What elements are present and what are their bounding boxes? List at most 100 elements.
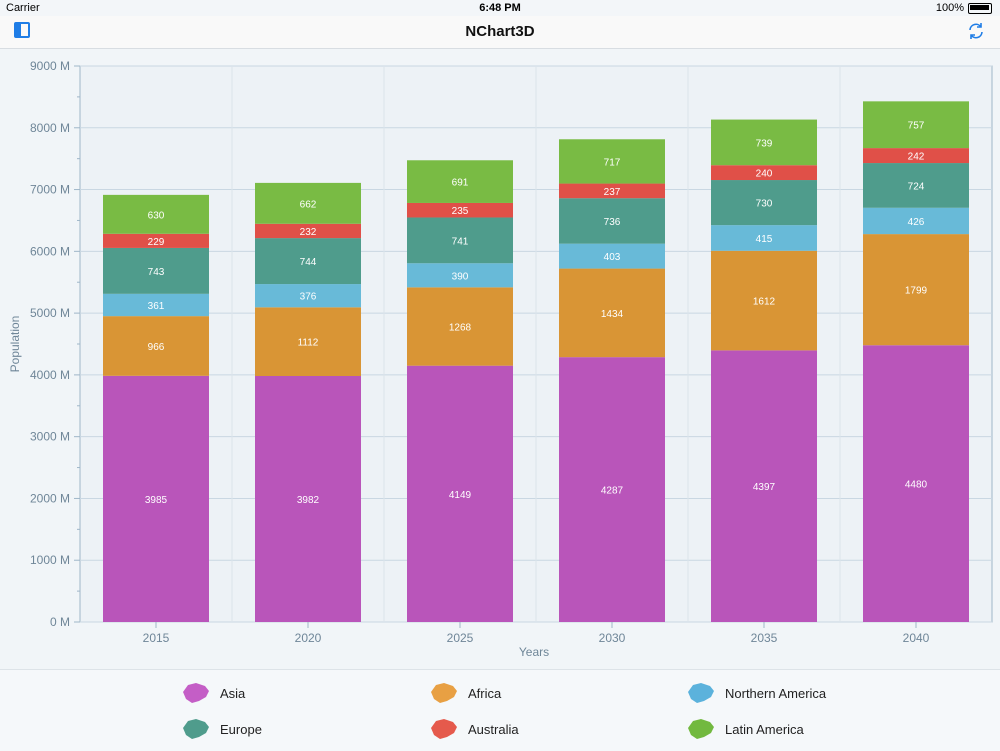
data-label: 229 — [148, 237, 165, 248]
y-axis-title: Population — [8, 316, 22, 373]
bar-segment — [711, 250, 817, 351]
latin-america-map-icon — [688, 719, 714, 739]
data-label: 242 — [908, 152, 925, 163]
data-label: 415 — [756, 234, 773, 245]
y-tick-label: 6000 M — [30, 244, 70, 258]
y-tick-label: 2000 M — [30, 491, 70, 505]
bar-segment — [103, 316, 209, 376]
data-label: 232 — [300, 227, 317, 238]
bar-segment — [711, 180, 817, 226]
clock: 6:48 PM — [479, 2, 521, 14]
bar-segment — [863, 345, 969, 622]
australia-map-icon — [431, 719, 457, 739]
bar-segment — [559, 243, 665, 269]
y-tick-label: 9000 M — [30, 59, 70, 73]
data-label: 4480 — [905, 480, 928, 491]
data-label: 966 — [148, 342, 165, 353]
data-label: 1268 — [449, 323, 472, 334]
bar-segment — [255, 182, 361, 224]
bar-segment — [559, 357, 665, 622]
bar-segment — [103, 247, 209, 294]
europe-map-icon — [183, 719, 209, 739]
y-tick-label: 0 M — [50, 615, 70, 629]
bar-segment — [407, 160, 513, 203]
bar-segment — [103, 375, 209, 622]
bar-segment — [407, 287, 513, 366]
legend-item: Australia — [428, 714, 519, 744]
x-tick-label: 2030 — [599, 631, 626, 645]
bar-segment — [103, 194, 209, 234]
bar-segment — [863, 207, 969, 235]
grid-lines — [79, 65, 993, 623]
data-label: 237 — [604, 187, 621, 198]
legend-item: Asia — [180, 678, 245, 708]
data-label: 717 — [604, 157, 621, 168]
legend-label: Asia — [220, 685, 246, 701]
y-tick-label: 7000 M — [30, 183, 70, 197]
legend-item: Africa — [428, 678, 501, 708]
bar-segment — [255, 238, 361, 285]
bar-segment — [863, 234, 969, 346]
legend-item: Northern America — [685, 678, 826, 708]
legend-label: Australia — [468, 721, 519, 737]
data-label: 1799 — [905, 286, 928, 297]
data-label: 730 — [756, 199, 773, 210]
bar-segment — [407, 263, 513, 288]
data-label: 4287 — [601, 486, 624, 497]
battery-indicator: 100% — [936, 2, 992, 14]
axes: 0 M 1000 M 2000 M 3000 M 4000 M 5000 M 6000 M 7… — [8, 59, 930, 659]
chart-area: 3985 966 361 743 229 630 3982 1112 376 744 232 662 4… — [0, 49, 1000, 669]
africa-map-icon — [431, 683, 457, 703]
data-label: 662 — [300, 199, 317, 210]
refresh-icon[interactable] — [966, 21, 986, 41]
x-axis-title: Years — [519, 645, 549, 659]
bars: 3985 966 361 743 229 630 3982 1112 376 744 232 662 4… — [103, 101, 969, 622]
bar-segment — [407, 202, 513, 218]
data-label: 744 — [300, 257, 317, 268]
bar-segment — [255, 307, 361, 377]
data-label: 1434 — [601, 309, 624, 320]
carrier-label: Carrier — [6, 2, 40, 14]
y-tick-label: 4000 M — [30, 368, 70, 382]
legend-label: Africa — [468, 685, 502, 701]
x-tick-label: 2040 — [903, 631, 930, 645]
data-label: 376 — [300, 292, 317, 303]
data-label: 741 — [452, 236, 469, 247]
data-label: 3982 — [297, 495, 320, 506]
page-title: NChart3D — [465, 23, 535, 40]
bar-segment — [255, 223, 361, 239]
data-label: 630 — [148, 210, 165, 221]
legend-label: Europe — [220, 721, 262, 737]
data-label: 235 — [452, 206, 469, 217]
data-label: 3985 — [145, 495, 168, 506]
data-label: 1112 — [298, 338, 319, 349]
x-tick-label: 2035 — [751, 631, 778, 645]
bar-segment — [103, 233, 209, 248]
bar-segment — [103, 293, 209, 317]
sidebar-toggle-icon[interactable] — [14, 22, 30, 38]
y-tick-label: 3000 M — [30, 430, 70, 444]
bar-segment — [711, 119, 817, 166]
legend-label: Northern America — [725, 685, 827, 701]
asia-map-icon — [183, 683, 209, 703]
data-label: 724 — [908, 181, 925, 192]
x-tick-label: 2015 — [143, 631, 170, 645]
bar-segment — [559, 268, 665, 358]
x-tick-label: 2020 — [295, 631, 322, 645]
data-label: 390 — [452, 271, 469, 282]
bar-segment — [711, 165, 817, 181]
data-label: 426 — [908, 217, 925, 228]
navigation-bar: NChart3D — [0, 16, 1000, 49]
legend-item: Latin America — [685, 714, 804, 744]
data-label: 736 — [604, 217, 621, 228]
data-label: 361 — [148, 301, 165, 312]
data-label: 757 — [908, 121, 925, 132]
y-tick-label: 1000 M — [30, 553, 70, 567]
battery-icon — [968, 2, 992, 14]
north-america-map-icon — [688, 683, 714, 703]
data-label: 240 — [756, 169, 773, 180]
bar-segment — [711, 350, 817, 622]
data-label: 4397 — [753, 482, 776, 493]
data-label: 739 — [756, 138, 773, 149]
data-label: 4149 — [449, 490, 472, 501]
